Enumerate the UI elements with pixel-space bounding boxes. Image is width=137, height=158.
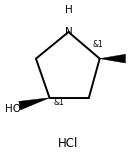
Text: H: H bbox=[65, 5, 72, 15]
Text: HO: HO bbox=[5, 104, 21, 114]
Polygon shape bbox=[19, 98, 49, 110]
Text: N: N bbox=[65, 27, 72, 37]
Text: &1: &1 bbox=[54, 98, 64, 107]
Text: &1: &1 bbox=[93, 40, 104, 49]
Polygon shape bbox=[100, 54, 125, 63]
Text: HCl: HCl bbox=[58, 137, 79, 150]
